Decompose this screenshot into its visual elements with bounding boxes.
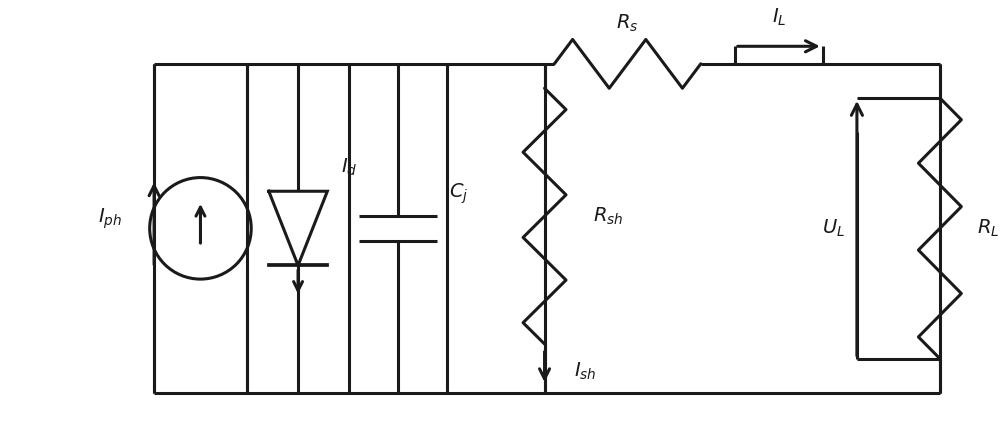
Text: $I_{sh}$: $I_{sh}$ <box>574 361 596 382</box>
Text: $R_s$: $R_s$ <box>616 12 639 33</box>
Text: $I_d$: $I_d$ <box>341 157 357 178</box>
Text: $C_j$: $C_j$ <box>449 182 468 207</box>
Text: $I_{ph}$: $I_{ph}$ <box>98 206 122 231</box>
Text: $R_{sh}$: $R_{sh}$ <box>593 205 624 227</box>
Text: $I_L$: $I_L$ <box>772 7 786 28</box>
Text: $R_L$: $R_L$ <box>977 218 999 239</box>
Text: $U_L$: $U_L$ <box>822 218 845 239</box>
